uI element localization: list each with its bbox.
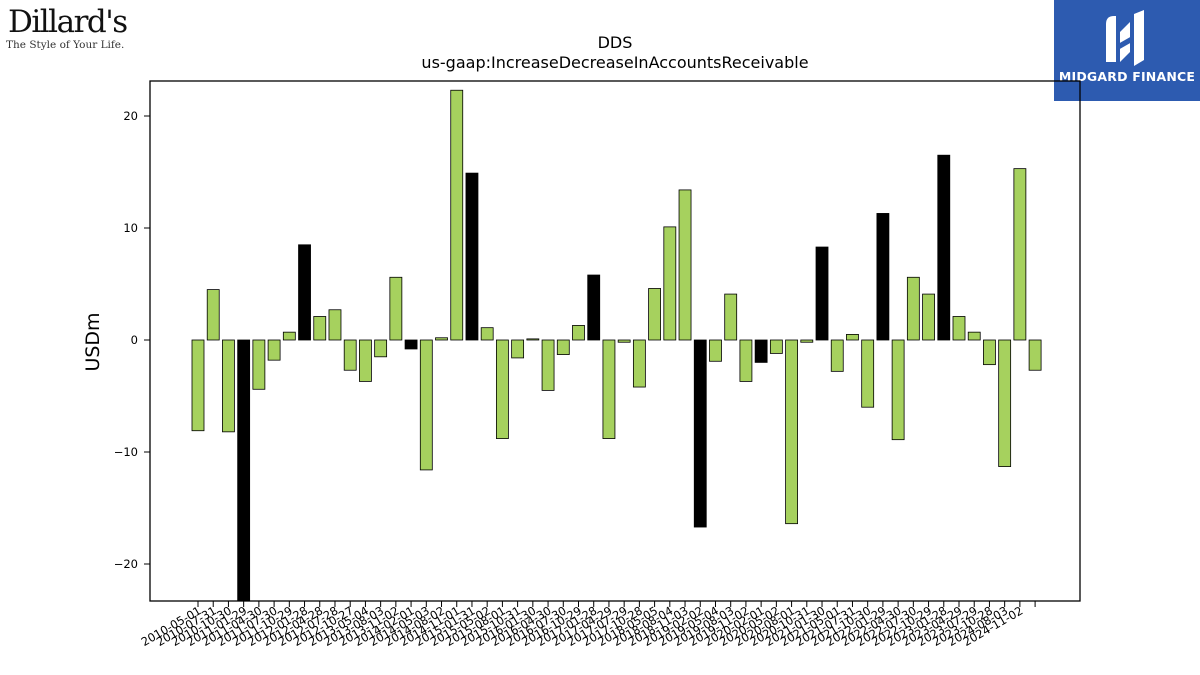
bar xyxy=(800,339,814,343)
bar xyxy=(861,339,875,408)
bar xyxy=(450,89,464,341)
y-tick-label: 20 xyxy=(123,109,138,123)
bar xyxy=(952,316,966,341)
dillards-logo: Dillard's The Style of Your Life. xyxy=(6,2,136,54)
bar xyxy=(465,172,479,341)
midgard-finance-name: MIDGARD FINANCE xyxy=(1058,69,1196,84)
y-axis-label: USDm xyxy=(82,312,104,371)
bar xyxy=(313,316,327,341)
bar xyxy=(632,339,646,388)
bar xyxy=(267,339,281,361)
bar xyxy=(374,339,388,358)
plot-frame xyxy=(149,80,1081,602)
bar xyxy=(922,293,935,341)
bar xyxy=(495,339,509,439)
y-ticks-group: −20 −10 0 10 20 xyxy=(114,109,150,571)
bar xyxy=(435,337,448,341)
bar xyxy=(998,339,1012,467)
chart-title: DDS xyxy=(598,33,633,52)
bar xyxy=(739,339,753,382)
bar xyxy=(1028,339,1042,371)
bar xyxy=(237,339,251,602)
bar xyxy=(724,293,738,341)
bar xyxy=(541,339,555,391)
bar xyxy=(480,327,494,341)
bar xyxy=(602,339,616,439)
y-tick-label: 0 xyxy=(131,333,138,347)
bar xyxy=(389,276,403,341)
bar xyxy=(511,339,525,359)
bar xyxy=(983,339,996,366)
chart-subtitle: us-gaap:IncreaseDecreaseInAccountsReceiv… xyxy=(421,53,808,72)
bar xyxy=(419,339,433,471)
bar xyxy=(648,288,661,341)
bar xyxy=(876,213,890,341)
midgard-finance-logo: MIDGARD FINANCE xyxy=(1054,0,1200,101)
bar xyxy=(846,333,859,341)
bar xyxy=(526,338,540,341)
bar xyxy=(891,339,905,441)
bar xyxy=(617,339,631,343)
bar xyxy=(222,339,235,433)
bar xyxy=(967,331,981,341)
bar xyxy=(906,276,920,341)
bar xyxy=(678,189,692,341)
dillards-tagline: The Style of Your Life. xyxy=(6,39,125,51)
bar xyxy=(663,226,677,341)
dillards-wordmark: Dillard's xyxy=(8,4,128,40)
bar xyxy=(328,309,342,341)
bar xyxy=(709,339,722,362)
bar xyxy=(754,339,768,363)
bar xyxy=(830,339,844,372)
x-ticks-group: 2010-05-012010-07-312010-10-302011-01-29… xyxy=(139,601,1036,649)
bars-group xyxy=(191,89,1042,602)
bar xyxy=(206,289,220,341)
bar xyxy=(587,274,601,341)
y-tick-label: 10 xyxy=(123,221,138,235)
bar xyxy=(359,339,372,382)
bar xyxy=(298,244,311,341)
bar xyxy=(769,339,783,354)
bar xyxy=(1013,168,1027,341)
bar xyxy=(693,339,707,528)
bar xyxy=(556,339,570,355)
bar xyxy=(937,154,951,341)
bar xyxy=(785,339,798,525)
bar xyxy=(282,331,296,341)
bar xyxy=(252,339,266,390)
bar xyxy=(191,339,205,432)
bar xyxy=(404,339,418,350)
midgard-m-icon xyxy=(1106,10,1144,66)
bar xyxy=(815,246,829,341)
bar xyxy=(343,339,357,371)
y-tick-label: −10 xyxy=(114,445,138,459)
y-tick-label: −20 xyxy=(114,557,138,571)
bar xyxy=(572,325,585,341)
